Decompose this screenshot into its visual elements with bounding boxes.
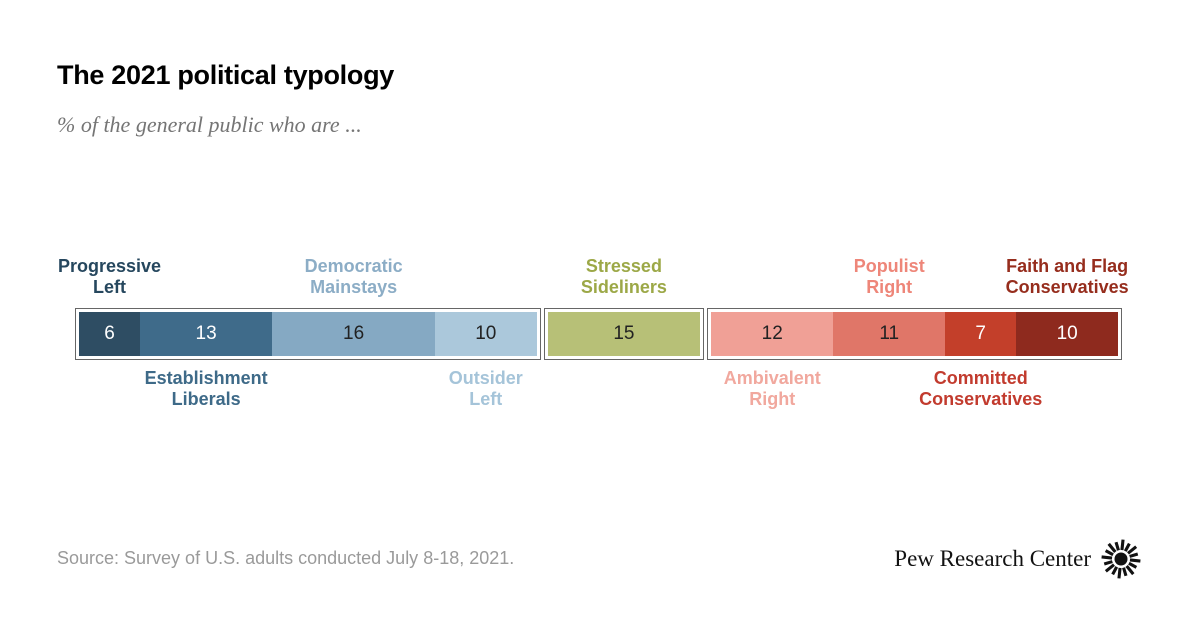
segment-value: 7 xyxy=(975,323,986,344)
segment-populist-right: 11 xyxy=(833,312,946,356)
group-box-1: 15 xyxy=(543,308,705,360)
segment-democratic-mainstays: 16 xyxy=(272,312,435,356)
labels-above-bar: Progressive Left Democratic Mainstays Stress… xyxy=(58,248,1129,300)
label-committed-conservatives: Committed Conservatives xyxy=(919,368,1043,409)
group-box-0: 6 13 16 10 xyxy=(75,308,541,360)
label-establishment-liberals: Establishment Liberals xyxy=(144,368,268,409)
labels-below-bar: Establishment Liberals Outsider Left Ambival… xyxy=(75,366,1122,422)
label-populist-right: Populist Right xyxy=(853,256,925,297)
segment-value: 15 xyxy=(613,323,635,344)
segment-committed-conservatives: 7 xyxy=(945,312,1017,356)
segment-stressed-sideliners: 15 xyxy=(547,312,701,356)
segment-value: 16 xyxy=(343,323,365,344)
chart-subtitle: % of the general public who are ... xyxy=(57,112,362,137)
brand-wordmark: Pew Research Center xyxy=(894,546,1091,571)
typology-chart: Progressive Left Democratic Mainstays Stress… xyxy=(58,248,1129,428)
stacked-bar: 6 13 16 10 15 12 11 7 10 xyxy=(75,308,1122,360)
brand-lockup: Pew Research Center xyxy=(894,538,1142,580)
label-outsider-left: Outsider Left xyxy=(448,368,523,409)
segment-value: 12 xyxy=(761,323,783,344)
segment-ambivalent-right: 12 xyxy=(711,312,834,356)
source-note: Source: Survey of U.S. adults conducted … xyxy=(57,548,515,568)
pew-sunburst-icon xyxy=(1101,539,1141,579)
group-box-2: 12 11 7 10 xyxy=(707,308,1122,360)
label-ambivalent-right: Ambivalent Right xyxy=(723,368,821,409)
segment-progressive-left: 6 xyxy=(79,312,141,356)
label-stressed-sideliners: Stressed Sideliners xyxy=(580,256,667,297)
segment-value: 6 xyxy=(104,323,115,344)
segment-value: 10 xyxy=(475,323,497,344)
segment-establishment-liberals: 13 xyxy=(140,312,273,356)
segment-value: 10 xyxy=(1056,323,1078,344)
label-democratic-mainstays: Democratic Mainstays xyxy=(304,256,403,297)
segment-value: 13 xyxy=(195,323,217,344)
chart-title: The 2021 political typology xyxy=(57,60,394,90)
segment-value: 11 xyxy=(879,323,900,344)
label-progressive-left: Progressive Left xyxy=(57,256,162,297)
label-faith-and-flag-conservatives: Faith and Flag Conservatives xyxy=(1005,256,1129,297)
segment-outsider-left: 10 xyxy=(434,312,537,356)
segment-faith-and-flag-conservatives: 10 xyxy=(1016,312,1119,356)
